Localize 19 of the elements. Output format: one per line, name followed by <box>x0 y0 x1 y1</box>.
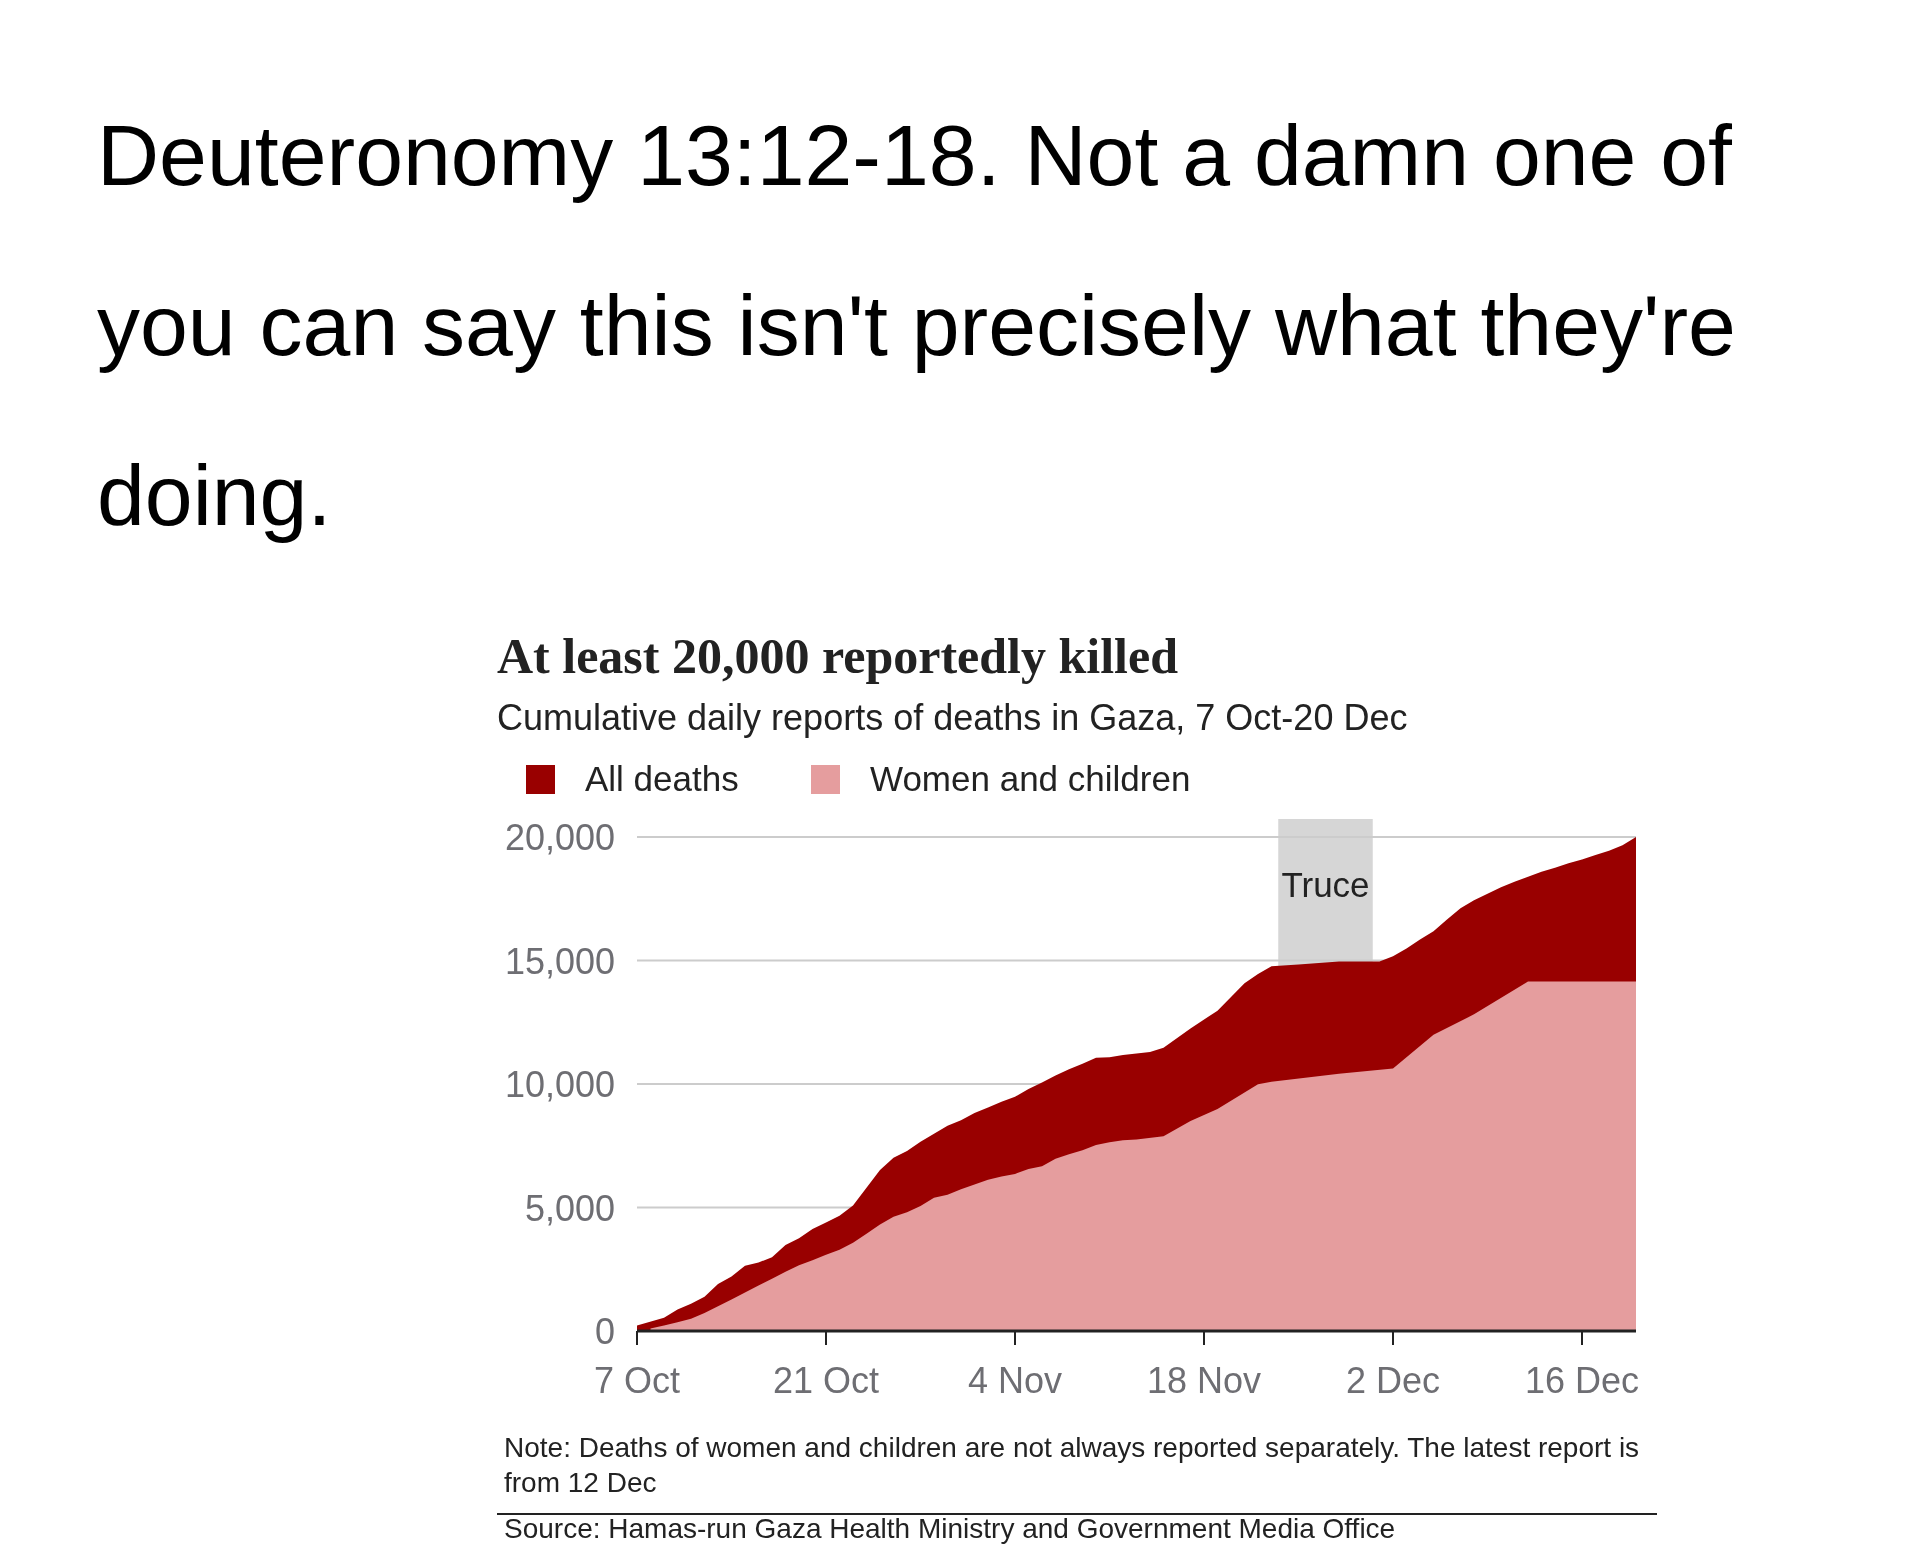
text: Note: Deaths of women and children are not always reported separately. The latest report is from 12 Dec <box>504 1431 1641 1500</box>
y-tick-label: 5,000 <box>524 1187 615 1229</box>
band-label: Truce <box>1281 865 1370 904</box>
y-tick-label: 10,000 <box>504 1064 615 1105</box>
x-tick-label: 18 Nov <box>1146 1360 1262 1401</box>
y-tick-label: 15,000 <box>504 940 615 982</box>
y-tick-label: 0 <box>594 1311 615 1352</box>
x-tick-label: 21 Oct <box>772 1360 880 1401</box>
text: Deuteronomy 13:12-18. Not a damn one of you can say this isn't precisely what they're doing. <box>97 106 1737 545</box>
source-note: Source: Hamas-run Gaza Health Ministry and Government Media Office <box>504 1513 1396 1544</box>
legend-label: Women and children <box>870 759 1191 798</box>
y-tick-label: 20,000 <box>504 817 615 858</box>
chart-title: At least 20,000 reportedly killed <box>497 628 1179 684</box>
x-tick-label: 2 Dec <box>1345 1360 1441 1401</box>
chart-subtitle: Cumulative daily reports of deaths in Gaza, 7 Oct-20 Dec <box>497 697 1408 738</box>
x-tick-label: 7 Oct <box>593 1360 681 1401</box>
legend-label: All deaths <box>585 759 739 798</box>
x-tick-label: 16 Dec <box>1524 1360 1640 1401</box>
x-tick-label: 4 Nov <box>967 1360 1063 1401</box>
